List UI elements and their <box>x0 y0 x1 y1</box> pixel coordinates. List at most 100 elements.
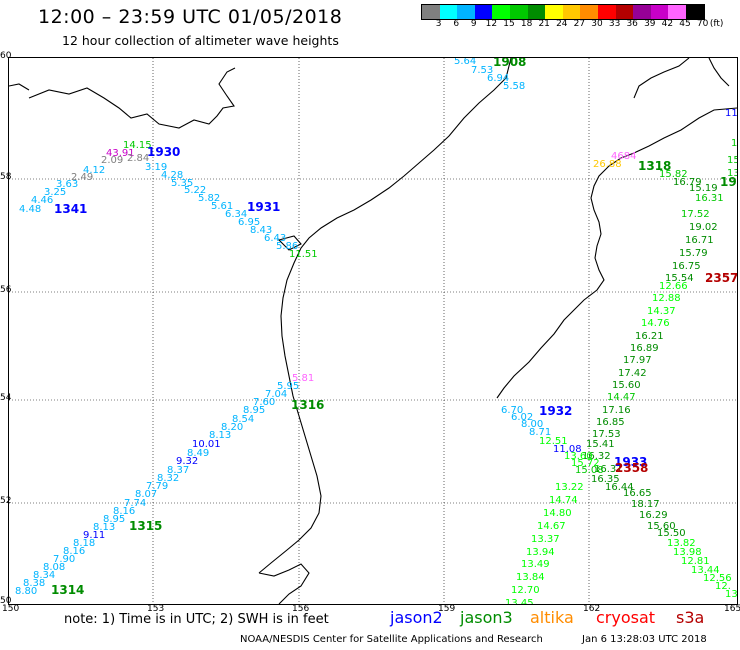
wave-height-label: 13.82 <box>667 538 696 549</box>
wave-height-label: 17.97 <box>623 355 652 366</box>
wave-height-label: 5.35 <box>171 178 194 189</box>
wave-height-label: 8.34 <box>33 570 56 581</box>
lat-label: 56 <box>0 285 12 295</box>
wave-height-label: 13.44 <box>691 565 720 576</box>
scale-label: 21 <box>538 19 550 29</box>
wave-height-label: 15.19 <box>689 183 718 194</box>
color-scale-bar <box>421 4 705 20</box>
scale-swatch <box>580 5 598 19</box>
scale-swatch <box>457 5 475 19</box>
pass-time-label: 2358 <box>615 461 649 475</box>
scale-swatch <box>562 5 581 19</box>
wave-height-label: 8.80 <box>15 586 38 597</box>
wave-height-label: 13. <box>731 138 738 149</box>
scale-swatch <box>492 5 510 19</box>
pass-time-label: 1933 <box>614 455 648 469</box>
wave-height-label: 8.43 <box>250 225 273 236</box>
page-subtitle: 12 hour collection of altimeter wave hei… <box>62 33 339 48</box>
page-title: 12:00 – 23:59 UTC 01/05/2018 <box>38 6 343 28</box>
wave-height-label: 16.44 <box>605 482 634 493</box>
pass-time-label: 1316 <box>291 398 325 412</box>
wave-height-label: 13. <box>727 168 737 179</box>
wave-height-label: 15.60 <box>647 521 676 532</box>
wave-height-label: 2.84 <box>127 153 150 164</box>
wave-height-label: 8.07 <box>135 489 158 500</box>
wave-height-label: 5.82 <box>198 193 221 204</box>
scale-swatch <box>597 5 616 19</box>
wave-height-label: 8.08 <box>43 562 66 573</box>
graticule <box>9 58 737 604</box>
wave-height-label: 3.25 <box>44 187 67 198</box>
wave-height-label: 4.28 <box>161 170 184 181</box>
lon-label: 153 <box>147 604 165 614</box>
wave-height-label: 14.80 <box>543 508 572 519</box>
wave-height-label: 15.41 <box>586 439 615 450</box>
pass-time-label: 1930 <box>147 145 181 159</box>
wave-height-label: 12.81 <box>681 556 710 567</box>
pass-time-label: 1318 <box>638 159 672 173</box>
pass-time-label: 2357 <box>705 271 738 285</box>
wave-height-label: 15.82 <box>659 169 688 180</box>
wave-height-label: 5.86 <box>276 241 299 252</box>
wave-height-label: 8.32 <box>157 473 180 484</box>
lon-label: 156 <box>292 604 310 614</box>
wave-height-label: 16.31 <box>695 193 724 204</box>
scale-swatch <box>439 5 458 19</box>
wave-height-label: 4684 <box>611 151 637 162</box>
scale-label: 18 <box>520 19 533 29</box>
scale-swatch <box>650 5 669 19</box>
wave-height-label: 9.32 <box>176 456 199 467</box>
scale-label: 30 <box>591 19 603 29</box>
wave-height-label: 26.88 <box>593 159 622 170</box>
coast-kamchatka-west <box>258 58 512 574</box>
wave-height-label: 12.70 <box>511 585 540 596</box>
wave-height-label: 8.13 <box>209 430 232 441</box>
wave-height-label: 13.84 <box>516 572 545 583</box>
wave-height-label: 8.13 <box>93 522 116 533</box>
wave-height-label: 17.53 <box>592 429 621 440</box>
pass-time-label: 1931 <box>247 200 281 214</box>
wave-height-label: 14.47 <box>607 392 636 403</box>
wave-height-label: 6.43 <box>264 233 287 244</box>
wave-height-label: 6.95 <box>238 217 261 228</box>
wave-height-label: 13.37 <box>531 534 560 545</box>
scale-label: 70 <box>696 19 709 29</box>
scale-label: 33 <box>608 19 621 29</box>
scale-label: 27 <box>573 19 586 29</box>
wave-height-label: 16.35 <box>591 474 620 485</box>
legend-item-jason3: jason3 <box>460 608 513 627</box>
wave-height-label: 13.49 <box>521 559 550 570</box>
wave-height-label: 17.42 <box>618 368 647 379</box>
wave-height-label: 5.81 <box>292 373 315 384</box>
wave-height-label: 14.76 <box>641 318 670 329</box>
wave-height-label: 11. <box>725 108 738 119</box>
wave-height-label: 8.37 <box>167 465 190 476</box>
wave-height-label: 7.60 <box>253 397 276 408</box>
wave-height-label: 8.16 <box>113 506 136 517</box>
wave-height-label: 4.48 <box>19 204 42 215</box>
wave-height-label: 2.49 <box>71 172 94 183</box>
wave-height-label: 16.79 <box>673 177 702 188</box>
wave-height-label: 8.95 <box>103 514 126 525</box>
wave-height-label: 8.95 <box>243 405 266 416</box>
wave-height-label: 13.60 <box>564 451 593 462</box>
lon-label: 159 <box>438 604 456 614</box>
wave-height-label: 12. <box>715 581 731 592</box>
lon-label: 165 <box>724 604 740 614</box>
wave-height-label: 12.66 <box>659 281 688 292</box>
wave-height-label: 5.22 <box>184 185 207 196</box>
pass-time-label: 1908 <box>493 57 527 69</box>
wave-height-label: 17.52 <box>681 209 710 220</box>
wave-height-label: 5.61 <box>211 201 234 212</box>
coast-okhotsk-northwest <box>9 67 236 129</box>
wave-height-label: 4.46 <box>31 195 54 206</box>
wave-height-label: 13.45 <box>505 598 534 605</box>
wave-height-label: 8.54 <box>232 414 255 425</box>
legend-item-cryosat: cryosat <box>596 608 656 627</box>
wave-height-label: 43.91 <box>106 148 135 159</box>
wave-height-label: 3.19 <box>145 162 168 173</box>
coastline <box>9 58 737 604</box>
coast-kamchatka-east <box>496 107 737 399</box>
footer-credit: NOAA/NESDIS Center for Satellite Applica… <box>240 634 543 645</box>
